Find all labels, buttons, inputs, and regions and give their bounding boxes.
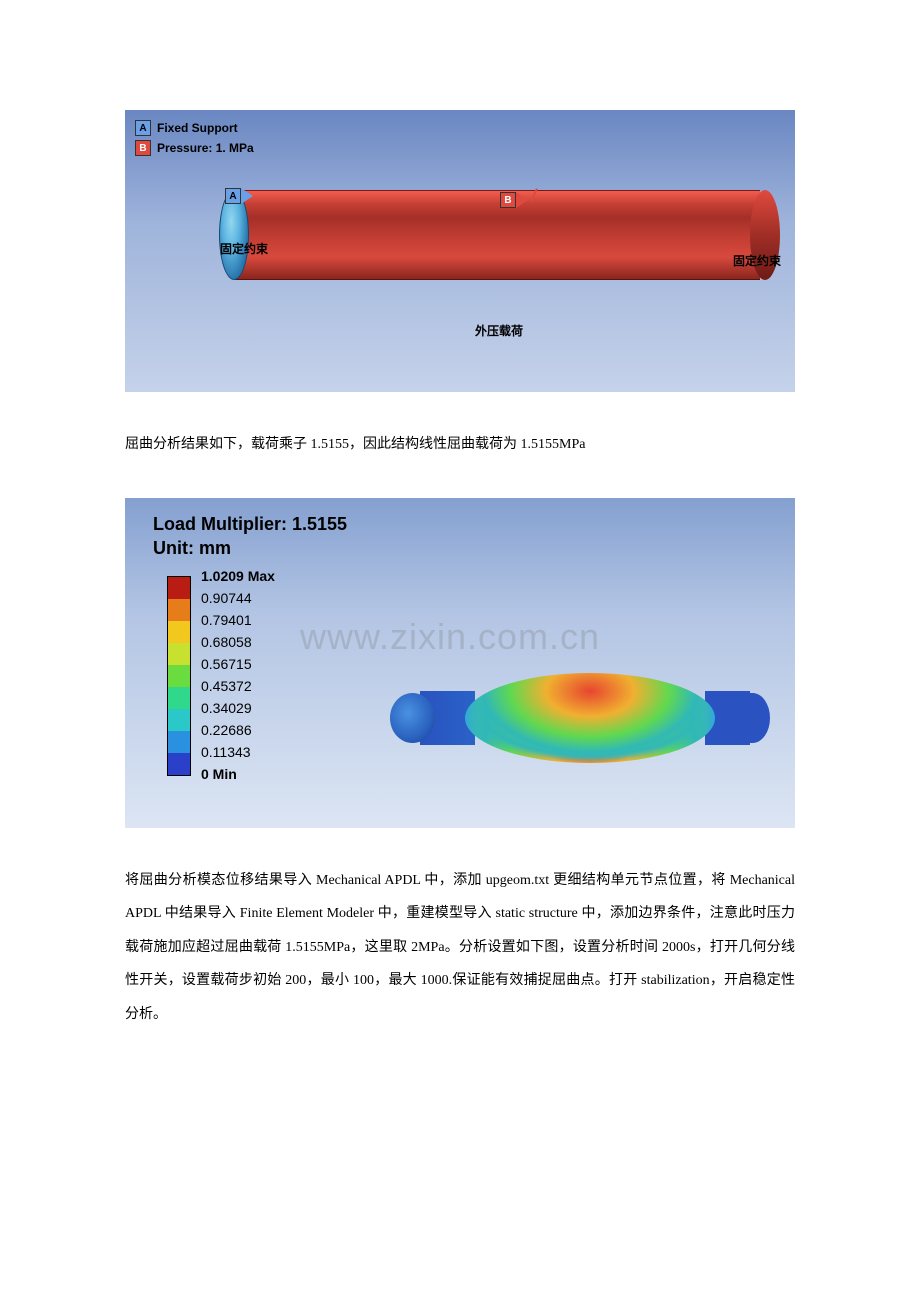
colorbar-label: 0.22686 xyxy=(201,719,275,741)
colorbar-segment xyxy=(168,687,190,709)
colorbar-label: 0 Min xyxy=(201,763,275,785)
colorbar-label: 0.68058 xyxy=(201,631,275,653)
colorbar-segment xyxy=(168,731,190,753)
legend-swatch-A: A xyxy=(135,120,151,136)
annot-fixed-right: 固定约束 xyxy=(733,252,781,269)
flag-A-box: A xyxy=(225,188,241,204)
load-multiplier-text: Load Multiplier: 1.5155 xyxy=(153,512,347,536)
cylinder xyxy=(215,190,780,280)
colorbar-label: 0.79401 xyxy=(201,609,275,631)
colorbar-segment xyxy=(168,665,190,687)
paragraph-2: 将屈曲分析模态位移结果导入 Mechanical APDL 中，添加 upgeo… xyxy=(125,864,795,1032)
colorbar-labels: 1.0209 Max0.907440.794010.680580.567150.… xyxy=(201,565,275,785)
colorbar-label: 0.45372 xyxy=(201,675,275,697)
colorbar-bar xyxy=(167,576,191,776)
legend: A Fixed Support B Pressure: 1. MPa xyxy=(135,120,254,156)
buckling-result-figure: Load Multiplier: 1.5155 Unit: mm 1.0209 … xyxy=(125,498,795,828)
legend-swatch-B: B xyxy=(135,140,151,156)
flag-B: B xyxy=(500,192,528,208)
flag-B-tail xyxy=(516,192,528,208)
deformed-right-cap xyxy=(735,693,770,743)
cylinder-body xyxy=(235,190,760,280)
flag-A-tail xyxy=(241,188,253,204)
flag-A: A xyxy=(225,188,253,204)
unit-text: Unit: mm xyxy=(153,536,347,560)
deformed-cylinder xyxy=(390,673,770,763)
colorbar-label: 0.11343 xyxy=(201,741,275,763)
watermark-text: www.zixin.com.cn xyxy=(300,616,600,658)
result-header: Load Multiplier: 1.5155 Unit: mm xyxy=(153,512,347,561)
annot-pressure: 外压载荷 xyxy=(475,322,523,339)
colorbar-segment xyxy=(168,621,190,643)
colorbar-label: 1.0209 Max xyxy=(201,565,275,587)
deformed-left-cap xyxy=(390,693,435,743)
legend-row-A: A Fixed Support xyxy=(135,120,254,136)
legend-row-B: B Pressure: 1. MPa xyxy=(135,140,254,156)
colorbar-segment xyxy=(168,753,190,775)
colorbar-label: 0.56715 xyxy=(201,653,275,675)
colorbar-segment xyxy=(168,709,190,731)
colorbar-segment xyxy=(168,577,190,599)
annot-fixed-left: 固定约束 xyxy=(220,240,268,257)
flag-B-box: B xyxy=(500,192,516,208)
colorbar-label: 0.90744 xyxy=(201,587,275,609)
legend-text-A: Fixed Support xyxy=(157,121,238,135)
paragraph-1: 屈曲分析结果如下，载荷乘子 1.5155，因此结构线性屈曲载荷为 1.5155M… xyxy=(125,428,795,462)
legend-text-B: Pressure: 1. MPa xyxy=(157,141,254,155)
boundary-condition-figure: A Fixed Support B Pressure: 1. MPa A B 固… xyxy=(125,110,795,392)
colorbar: 1.0209 Max0.907440.794010.680580.567150.… xyxy=(167,576,275,785)
colorbar-label: 0.34029 xyxy=(201,697,275,719)
deformed-bulge xyxy=(465,673,715,763)
colorbar-segment xyxy=(168,643,190,665)
colorbar-segment xyxy=(168,599,190,621)
